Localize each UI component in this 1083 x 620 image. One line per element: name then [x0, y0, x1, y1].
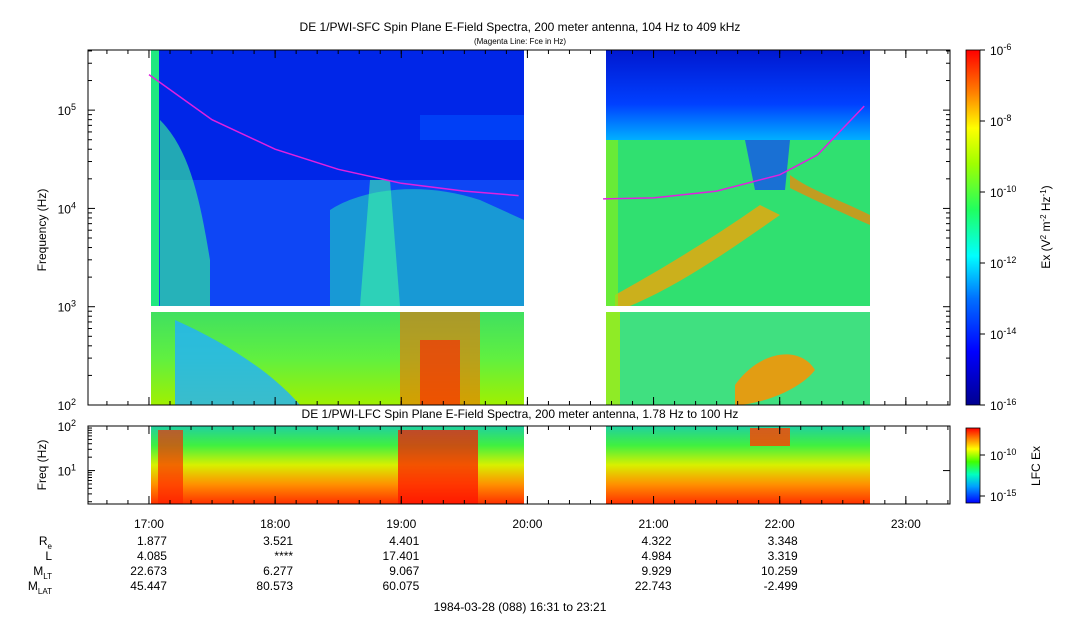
sfc-seg2-upper — [606, 50, 870, 140]
sfc-seg1-lower-blue — [175, 320, 300, 405]
ephemeris-value: 22.673 — [130, 564, 167, 578]
sfc-panel-frame — [87, 49, 951, 406]
ephemeris-value: 10.259 — [761, 564, 798, 578]
ephemeris-value: 17.401 — [383, 549, 420, 563]
ephemeris-value: 45.447 — [130, 579, 167, 593]
lfc-colorbar-label: LFC Ex — [1029, 446, 1043, 486]
sfc-colorbar-tick-label: 10-12 — [990, 255, 1016, 271]
ephemeris-value: 6.277 — [263, 564, 293, 578]
sfc-colorbar-label: Ex (V2 m-2 Hz-1) — [1039, 185, 1053, 268]
ephemeris-row-label: L — [45, 549, 52, 563]
ephemeris-value: 3.521 — [263, 534, 293, 548]
sfc-seg2-orange-band — [615, 205, 780, 306]
lfc-spectrogram — [151, 426, 870, 504]
x-tick-label: 19:00 — [386, 517, 416, 531]
ephemeris-value: 4.322 — [642, 534, 672, 548]
sfc-ylabel: Frequency (Hz) — [35, 189, 49, 272]
sfc-seg2-upper-strip — [606, 140, 618, 306]
sfc-seg1-strip — [151, 50, 159, 306]
lfc-seg2-hot — [750, 428, 790, 446]
x-tick-label: 23:00 — [891, 517, 921, 531]
sfc-colorbar-ramp — [965, 49, 981, 406]
lfc-seg1-red-b — [398, 430, 478, 504]
ephemeris-value: -2.499 — [764, 579, 798, 593]
x-axis: 17:00 18:00 19:00 20:00 21:00 22:00 23:00 — [106, 50, 949, 531]
lfc-seg2 — [606, 426, 870, 504]
sfc-colorbar-tick-label: 10-6 — [990, 42, 1011, 58]
ephemeris-value: 4.085 — [137, 549, 167, 563]
sfc-seg1-green-emission — [160, 120, 210, 306]
sfc-seg2-orange-band-2 — [790, 175, 870, 225]
sfc-ytick-label: 102 — [58, 397, 76, 413]
sfc-colorbar: 10-6 10-8 10-10 10-12 10-14 10-16 Ex (V2 m-2 … — [965, 42, 1053, 413]
sfc-seg2-blue-spike — [745, 140, 790, 190]
sfc-seg1-top-band — [420, 115, 524, 140]
lfc-ylabel: Freq (Hz) — [35, 440, 49, 491]
chart-subtitle: (Magenta Line: Fce in Hz) — [474, 37, 566, 46]
lfc-title: DE 1/PWI-LFC Spin Plane E-Field Spectra,… — [302, 407, 739, 421]
sfc-seg1-lower-red-core — [420, 340, 460, 405]
sfc-band-gap — [88, 306, 950, 312]
lfc-seg1-red-a — [158, 430, 183, 504]
lfc-colorbar-tick-label: 10-10 — [990, 447, 1016, 463]
sfc-colorbar-tick-label: 10-14 — [990, 326, 1016, 342]
sfc-seg2-lower-orange — [735, 354, 815, 405]
ephemeris-value: 60.075 — [383, 579, 420, 593]
lfc-colorbar-ramp — [965, 427, 981, 504]
ephemeris-value: 9.067 — [389, 564, 419, 578]
fce-line-segment-2 — [603, 105, 865, 200]
sfc-seg1-cyan-streaks — [360, 180, 400, 306]
sfc-colorbar-tick-label: 10-16 — [990, 397, 1016, 413]
ephemeris-value: 80.573 — [256, 579, 293, 593]
ephemeris-value: 3.319 — [768, 549, 798, 563]
date-range: 1984-03-28 (088) 16:31 to 23:21 — [434, 600, 607, 614]
sfc-y-axis: Frequency (Hz) 102 103 104 105 — [35, 50, 950, 413]
ephemeris-value: 4.984 — [642, 549, 672, 563]
ephemeris-row-label: MLT — [33, 564, 52, 581]
ephemeris-value: 1.877 — [137, 534, 167, 548]
x-tick-label: 22:00 — [765, 517, 795, 531]
ephemeris-row-label: MLAT — [28, 579, 52, 596]
sfc-ytick-label: 103 — [58, 299, 76, 315]
ephemeris-value: 22.743 — [635, 579, 672, 593]
ephemeris-value: 4.401 — [389, 534, 419, 548]
ephemeris-value: **** — [274, 549, 293, 563]
fce-line-segment-1 — [148, 73, 519, 197]
sfc-colorbar-tick-label: 10-8 — [990, 113, 1011, 129]
x-tick-label: 21:00 — [639, 517, 669, 531]
ephemeris-value: 3.348 — [768, 534, 798, 548]
sfc-spectrogram — [88, 50, 950, 405]
lfc-y-axis: Freq (Hz) 101 102 — [35, 418, 950, 503]
lfc-panel-frame — [87, 425, 951, 505]
x-tick-label: 20:00 — [512, 517, 542, 531]
sfc-ytick-label: 104 — [58, 200, 76, 216]
lfc-ytick-label: 102 — [58, 418, 76, 434]
ephemeris-row-label: Re — [39, 534, 53, 551]
x-tick-label: 17:00 — [134, 517, 164, 531]
lfc-ytick-label: 101 — [58, 463, 76, 479]
lfc-colorbar-tick-label: 10-15 — [990, 488, 1016, 504]
lfc-colorbar: 10-10 10-15 LFC Ex — [965, 427, 1043, 504]
ephemeris-value: 9.929 — [642, 564, 672, 578]
sfc-seg2-lower-strip — [606, 312, 620, 405]
ephemeris-table: Re 1.877 3.521 4.401 4.322 3.348 L 4.085 **** 17.… — [28, 534, 798, 596]
sfc-colorbar-tick-label: 10-10 — [990, 184, 1016, 200]
chart-title: DE 1/PWI-SFC Spin Plane E-Field Spectra,… — [300, 20, 741, 34]
sfc-ytick-label: 105 — [58, 102, 76, 118]
x-tick-label: 18:00 — [260, 517, 290, 531]
